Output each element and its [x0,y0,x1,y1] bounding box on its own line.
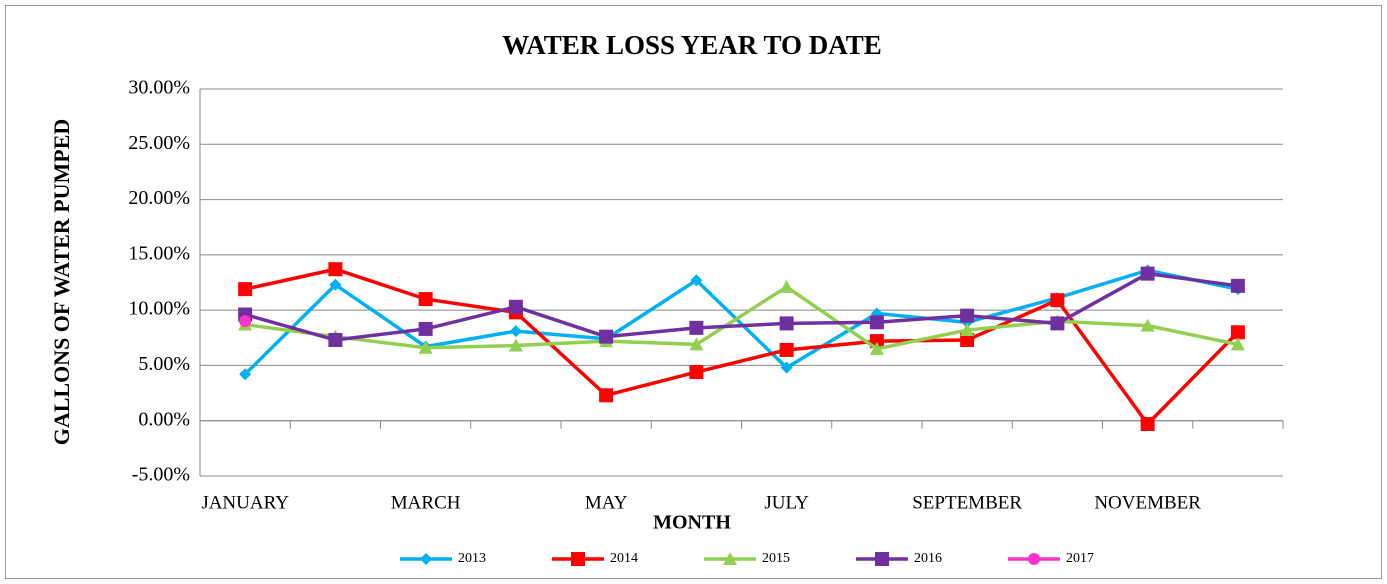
chart-title: WATER LOSS YEAR TO DATE [502,30,882,60]
marker [689,337,704,351]
y-tick-label: 10.00% [128,298,190,320]
marker [1050,293,1065,308]
marker [869,315,884,330]
marker [1140,318,1155,332]
y-tick-label: 5.00% [138,353,190,375]
marker [1230,337,1245,351]
marker [1230,325,1245,340]
marker [780,361,793,374]
legend-label: 2013 [458,551,486,566]
marker [418,321,433,336]
x-tick-label: SEPTEMBER [912,492,1022,513]
legend-label: 2014 [610,551,638,566]
series-line [244,271,1239,342]
marker [239,368,252,381]
marker [960,308,975,323]
y-axis-label: GALLONS OF WATER PUMPED [49,119,74,446]
marker [329,278,342,291]
marker [1140,417,1155,432]
y-tick-label: 15.00% [128,242,190,264]
marker [239,315,252,328]
marker [779,279,794,293]
x-tick-label: MAY [585,492,628,513]
y-tick-label: 25.00% [128,132,190,154]
legend-label: 2015 [762,551,790,566]
marker [328,332,343,347]
y-tick-label: 30.00% [128,77,190,99]
legend-marker [1028,553,1040,565]
marker [689,320,704,335]
x-axis-label: MONTH [653,512,731,534]
x-tick-label: MARCH [391,492,461,513]
marker [599,388,614,403]
marker [328,262,343,277]
marker [779,316,794,331]
legend-marker [571,552,585,566]
marker [509,325,522,338]
legend-marker [875,552,889,566]
marker [960,332,975,347]
legend-label: 2017 [1066,551,1094,566]
legend-marker [420,553,432,565]
marker [960,323,975,337]
marker [690,274,703,287]
marker [1140,266,1155,281]
marker [869,341,884,355]
marker [418,340,433,354]
marker [599,329,614,344]
legend-label: 2016 [914,551,942,566]
marker [418,292,433,307]
marker [779,342,794,357]
x-tick-label: JANUARY [201,492,289,513]
y-tick-label: -5.00% [132,464,190,486]
x-tick-label: NOVEMBER [1094,492,1201,513]
marker [238,282,253,297]
marker [689,365,704,380]
marker [508,338,523,352]
marker [1050,316,1065,331]
marker [1230,278,1245,293]
x-tick-label: JULY [764,492,809,513]
series-line [244,284,1239,351]
chart-border [5,5,1382,579]
legend-marker [723,552,737,565]
y-tick-label: 0.00% [138,408,190,430]
marker [508,299,523,314]
y-tick-label: 20.00% [128,187,190,209]
